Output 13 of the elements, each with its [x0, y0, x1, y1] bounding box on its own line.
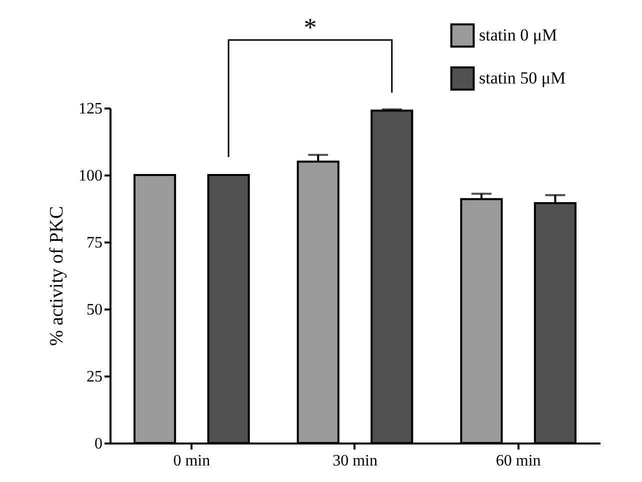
x-tick-label: 30 min [332, 452, 378, 470]
y-tick-label: 0 [94, 436, 102, 452]
y-axis-title: % activity of PKC [46, 206, 68, 346]
y-tick-label: 125 [78, 100, 102, 118]
legend-label: statin 50 μM [479, 68, 566, 88]
y-tick-label: 25 [86, 368, 102, 386]
legend-label: statin 0 μM [479, 26, 558, 44]
y-tick-label: 75 [86, 234, 102, 252]
text: * [304, 13, 317, 42]
x-tick-label: 60 min [496, 452, 541, 470]
y-tick-label: 100 [78, 168, 102, 184]
x-tick-label: 0 min [173, 452, 210, 470]
y-tick-label: 50 [86, 302, 102, 318]
